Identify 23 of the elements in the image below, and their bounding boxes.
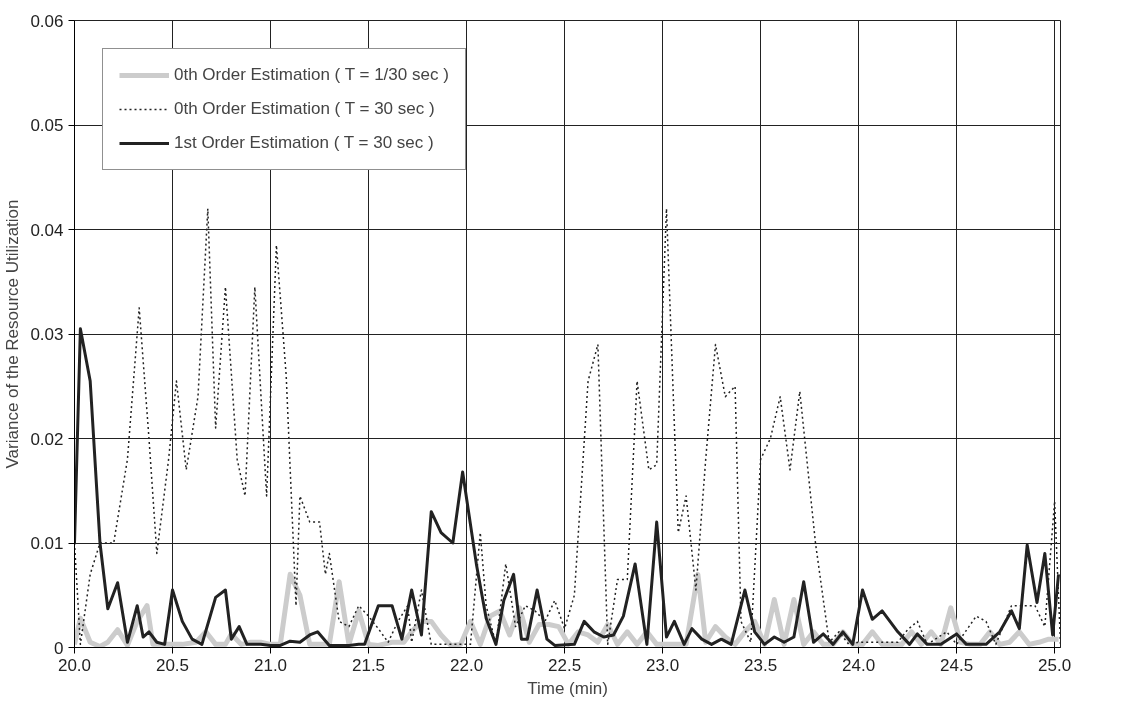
y-tick-label: 0.04 [30, 220, 64, 240]
legend-label: 0th Order Estimation ( T = 1/30 sec ) [174, 65, 449, 85]
x-axis-title: Time (min) [527, 678, 608, 698]
y-tick-label: 0.05 [30, 116, 64, 135]
x-tick-label: 23.0 [646, 655, 680, 675]
y-tick-label: 0.02 [30, 429, 64, 449]
x-tick-label: 25.0 [1038, 655, 1072, 675]
legend-label: 0th Order Estimation ( T = 30 sec ) [174, 99, 435, 119]
x-tick-label: 20.5 [155, 655, 190, 675]
x-tick-label: 22.5 [548, 655, 582, 675]
y-tick-label: 0.03 [30, 325, 64, 344]
legend-label: 1st Order Estimation ( T = 30 sec ) [174, 133, 434, 153]
x-tick-label: 21.0 [253, 655, 288, 675]
x-tick-label: 24.0 [842, 655, 876, 675]
x-tick-label: 24.5 [940, 655, 974, 675]
x-tick-label: 21.5 [351, 655, 386, 675]
y-tick-label: 0 [54, 638, 64, 658]
x-tick-label: 23.5 [744, 655, 778, 675]
y-tick-label: 0.06 [30, 11, 64, 31]
x-tick-label: 20.0 [57, 655, 92, 675]
y-tick-label: 0.01 [30, 534, 64, 553]
x-tick-label: 22.0 [450, 655, 484, 675]
y-axis-title: Variance of the Resource Utilization [3, 199, 23, 469]
